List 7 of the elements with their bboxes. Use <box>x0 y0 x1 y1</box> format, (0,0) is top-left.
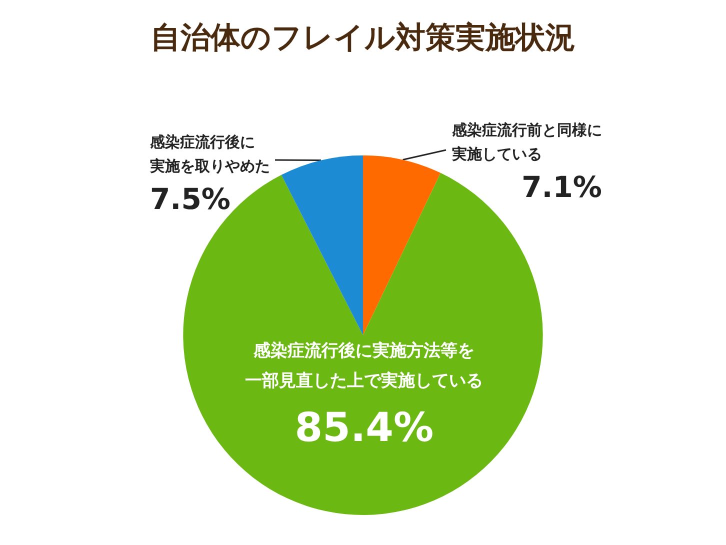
slice-label: 感染症流行後に実施方法等を一部見直した上で実施している <box>245 341 484 392</box>
data-label: 7.5% <box>150 182 230 216</box>
slice-label: 感染症流行後に実施を取りやめた <box>149 133 270 175</box>
slice-label: 感染症流行前と同様に実施している <box>451 121 602 163</box>
data-label: 7.1% <box>522 170 602 204</box>
chart-title: 自治体のフレイル対策実施状況 <box>150 20 576 56</box>
data-label: 85.4% <box>294 405 434 452</box>
